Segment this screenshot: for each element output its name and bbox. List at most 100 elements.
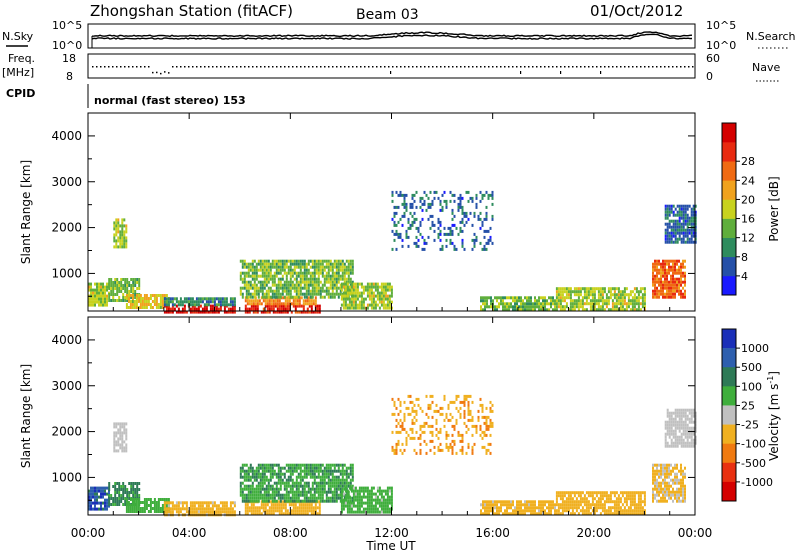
velocity-echo-cell: [427, 403, 430, 407]
power-echo-cell: [538, 296, 540, 300]
power-echo-cell: [88, 288, 90, 292]
power-echo-cell: [451, 241, 454, 245]
velocity-echo-cell: [345, 481, 348, 485]
power-echo-cell: [253, 277, 256, 281]
power-echo-cell: [461, 196, 464, 200]
power-echo-cell: [514, 305, 516, 309]
power-echo-cell: [299, 277, 302, 281]
power-echo-cell: [153, 294, 156, 297]
velocity-echo-cell: [488, 503, 490, 507]
power-echo-cell: [654, 289, 656, 293]
power-echo-cell: [139, 303, 142, 306]
power-echo-cell: [654, 280, 656, 284]
velocity-echo-cell: [593, 503, 596, 507]
velocity-echo-cell: [161, 504, 164, 507]
power-echo-cell: [680, 240, 683, 244]
velocity-echo-cell: [217, 504, 220, 508]
power-echo-cell: [666, 295, 668, 299]
velocity-echo-cell: [360, 495, 363, 499]
velocity-echo-cell: [132, 491, 135, 494]
power-echo-cell: [257, 274, 260, 278]
power-echo-cell: [423, 241, 426, 245]
power-echo-cell: [337, 271, 340, 275]
power-echo-cell: [284, 302, 287, 306]
power-echo-cell: [684, 259, 686, 263]
power-echo-cell: [92, 297, 94, 301]
velocity-echo-cell: [607, 500, 610, 504]
velocity-echo-cell: [335, 469, 338, 473]
power-echo-cell: [247, 286, 250, 290]
power-echo-cell: [278, 302, 281, 306]
nave-point: [560, 71, 562, 74]
power-echo-cell: [317, 283, 320, 287]
velocity-echo-cell: [279, 493, 282, 497]
velocity-echo-cell: [348, 504, 351, 508]
velocity-echo-cell: [445, 442, 448, 446]
power-echo-cell: [508, 302, 510, 306]
power-echo-cell: [333, 259, 336, 263]
power-echo-cell: [213, 303, 216, 307]
power-echo-cell: [137, 297, 140, 300]
power-echo-cell: [401, 223, 404, 227]
power-echo-cell: [540, 308, 542, 312]
power-echo-cell: [565, 290, 568, 294]
velocity-echo-cell: [569, 512, 572, 516]
velocity-echo-cell: [137, 501, 140, 504]
power-echo-cell: [327, 265, 330, 269]
power-echo-cell: [122, 284, 125, 287]
velocity-echo-cell: [122, 491, 125, 494]
power-echo-cell: [221, 297, 224, 301]
power-echo-cell: [114, 299, 117, 302]
freq-point: [252, 66, 254, 68]
velocity-echo-cell: [467, 400, 470, 404]
velocity-echo-cell: [110, 497, 113, 500]
power-echo-cell: [597, 302, 600, 306]
power-echo-cell: [441, 244, 444, 248]
power-echo-cell: [229, 303, 232, 307]
power-echo-cell: [252, 307, 255, 311]
velocity-echo-cell: [205, 510, 208, 514]
freq-point: [284, 66, 286, 68]
velocity-echo-cell: [120, 500, 123, 503]
velocity-echo-cell: [453, 424, 456, 428]
power-echo-cell: [362, 303, 365, 307]
velocity-echo-cell: [348, 486, 351, 490]
power-echo-cell: [682, 228, 685, 232]
power-echo-cell: [223, 303, 226, 307]
power-echo-cell: [261, 295, 264, 299]
freq-point: [280, 66, 282, 68]
power-echo-cell: [390, 288, 393, 292]
power-echo-cell: [318, 310, 321, 314]
velocity-echo-cell: [313, 487, 316, 491]
velocity-echo-cell: [135, 501, 138, 504]
power-echo-cell: [397, 220, 400, 224]
power-echo-cell: [253, 280, 256, 284]
velocity-echo-cell: [243, 484, 246, 488]
power-echo-cell: [201, 300, 204, 304]
power-echo-cell: [169, 300, 172, 304]
velocity-echo-cell: [269, 472, 272, 476]
velocity-echo-cell: [275, 487, 278, 491]
power-echo-cell: [684, 283, 686, 287]
power-echo-cell: [364, 285, 367, 289]
velocity-echo-cell: [475, 430, 478, 434]
velocity-echo-cell: [261, 478, 264, 482]
power-echo-cell: [209, 307, 212, 311]
velocity-echo-cell: [125, 434, 128, 438]
velocity-echo-cell: [354, 495, 357, 499]
velocity-echo-cell: [261, 487, 264, 491]
velocity-echo-cell: [609, 506, 612, 510]
velocity-echo-cell: [122, 482, 125, 485]
power-echo-cell: [276, 299, 279, 303]
velocity-echo-cell: [520, 512, 522, 516]
power-echo-cell: [125, 306, 128, 309]
velocity-echo-cell: [273, 490, 276, 494]
power-echo-cell: [684, 213, 687, 217]
velocity-echo-cell: [223, 504, 226, 508]
velocity-echo-cell: [249, 463, 252, 467]
power-echo-cell: [664, 268, 666, 272]
power-echo-cell: [467, 199, 470, 203]
power-echo-cell: [285, 265, 288, 269]
velocity-echo-cell: [277, 478, 280, 482]
power-echo-cell: [451, 193, 454, 197]
